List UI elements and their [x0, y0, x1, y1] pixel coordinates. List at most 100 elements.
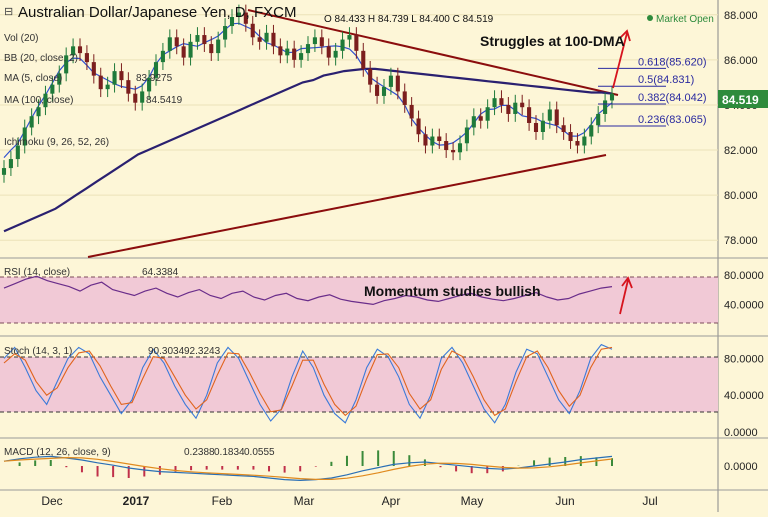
- price-tick-label: 82.000: [724, 145, 758, 157]
- ma5-label[interactable]: MA (5, close): [4, 73, 62, 84]
- candle-body: [388, 75, 393, 87]
- candle-body: [464, 127, 469, 144]
- candle-body: [457, 143, 463, 153]
- rsi-polyline: [3, 275, 613, 306]
- candle-body: [84, 53, 89, 63]
- candle-body: [561, 125, 566, 132]
- lower-trendline: [87, 154, 607, 258]
- rsi-up-arrow-icon: [619, 276, 633, 315]
- momentum-annotation: Momentum studies bullish: [364, 283, 541, 299]
- candle-body: [430, 136, 435, 146]
- month-label: Jul: [642, 494, 657, 508]
- month-label: Jun: [555, 494, 574, 508]
- candle-body: [485, 107, 490, 121]
- stoch-band: [0, 357, 718, 412]
- candle-body: [319, 37, 324, 47]
- fib-label: 0.236(83.065): [638, 114, 707, 126]
- candles: [1, 4, 615, 183]
- month-label: Feb: [212, 494, 233, 508]
- candle-body: [326, 46, 331, 58]
- macd-value-3: 0.0555: [244, 447, 275, 458]
- candle-body: [478, 116, 483, 121]
- candle-body: [57, 73, 62, 85]
- candle-body: [520, 102, 525, 108]
- macd-polyline: [3, 455, 613, 482]
- price-tick-label: 86.000: [724, 55, 758, 67]
- month-label: Mar: [294, 494, 315, 508]
- rsi-line: [3, 275, 613, 306]
- market-status: Market Open: [656, 14, 714, 25]
- macd-value-2: 0.1834: [214, 447, 245, 458]
- candle-body: [36, 107, 41, 117]
- candle-body: [513, 102, 518, 114]
- candle-body: [423, 134, 428, 146]
- last-price-badge: [718, 90, 768, 108]
- ma100-label[interactable]: MA (100, close): [4, 95, 73, 106]
- candle-body: [416, 118, 421, 135]
- ichimoku-label[interactable]: Ichimoku (9, 26, 52, 26): [4, 137, 109, 148]
- fib-levels: 0.618(85.620) 0.5(84.831) 0.382(84.042) 0.2…: [598, 56, 707, 127]
- stoch-k-value: 90.3034: [148, 346, 185, 357]
- candle-body: [347, 35, 352, 40]
- rsi-label[interactable]: RSI (14, close): [4, 267, 70, 278]
- stoch-d-polyline: [3, 346, 613, 417]
- month-label: Apr: [382, 494, 401, 508]
- stoch-tick-label: 0.0000: [724, 427, 758, 439]
- candle-body: [209, 44, 214, 54]
- candle-body: [506, 104, 511, 114]
- candle-body: [195, 35, 200, 42]
- candle-body: [312, 37, 317, 45]
- candle-body: [126, 80, 131, 94]
- candle-body: [174, 37, 179, 47]
- trendlines: [87, 9, 619, 258]
- month-label: Dec: [41, 494, 62, 508]
- candle-body: [15, 145, 20, 160]
- ma5-value: 83.9275: [136, 73, 173, 84]
- candle-body: [299, 53, 304, 60]
- candle-body: [229, 17, 235, 27]
- axis-ticks: 88.00086.00084.00082.00080.00078.00080.0…: [724, 10, 764, 473]
- price-tick-label: 80.000: [724, 190, 758, 202]
- candle-body: [278, 46, 283, 56]
- candle-body: [409, 104, 414, 119]
- candle-body: [575, 141, 580, 146]
- candle-body: [603, 100, 608, 114]
- candle-body: [554, 109, 559, 126]
- candle-body: [167, 37, 172, 51]
- fib-label: 0.382(84.042): [638, 92, 707, 104]
- candle-body: [98, 75, 103, 90]
- candle-body: [533, 122, 539, 132]
- month-label: 2017: [123, 494, 150, 508]
- menu-icon[interactable]: ⊟: [4, 6, 13, 18]
- candle-body: [596, 113, 601, 126]
- rsi-tick-label: 40.0000: [724, 299, 764, 311]
- fib-label: 0.5(84.831): [638, 74, 694, 86]
- candle-body: [264, 32, 269, 42]
- candle-body: [340, 39, 345, 51]
- vol-label[interactable]: Vol (20): [4, 33, 38, 44]
- upper-trendline: [247, 9, 619, 96]
- candle-body: [64, 55, 69, 74]
- candle-body: [547, 109, 552, 121]
- candle-body: [271, 32, 276, 47]
- candle-body: [540, 120, 545, 132]
- price-tick-label: 78.000: [724, 235, 758, 247]
- candle-body: [609, 93, 615, 101]
- candle-body: [188, 41, 193, 58]
- candle-body: [77, 46, 83, 54]
- stoch-label[interactable]: Stoch (14, 3, 1): [4, 346, 72, 357]
- price-tick-label: 88.000: [724, 10, 758, 22]
- candle-body: [147, 77, 152, 92]
- signal-polyline: [3, 456, 613, 480]
- up-arrow-icon: [612, 29, 631, 89]
- bb-label[interactable]: BB (20, close, 2): [4, 53, 78, 64]
- macd-value-1: 0.2388: [184, 447, 215, 458]
- candle-body: [250, 23, 255, 38]
- candle-body: [1, 168, 7, 175]
- candle-body: [499, 98, 504, 105]
- candle-body: [140, 91, 145, 103]
- candle-body: [568, 132, 573, 142]
- macd-label[interactable]: MACD (12, 26, close, 9): [4, 447, 111, 458]
- candle-body: [285, 48, 290, 56]
